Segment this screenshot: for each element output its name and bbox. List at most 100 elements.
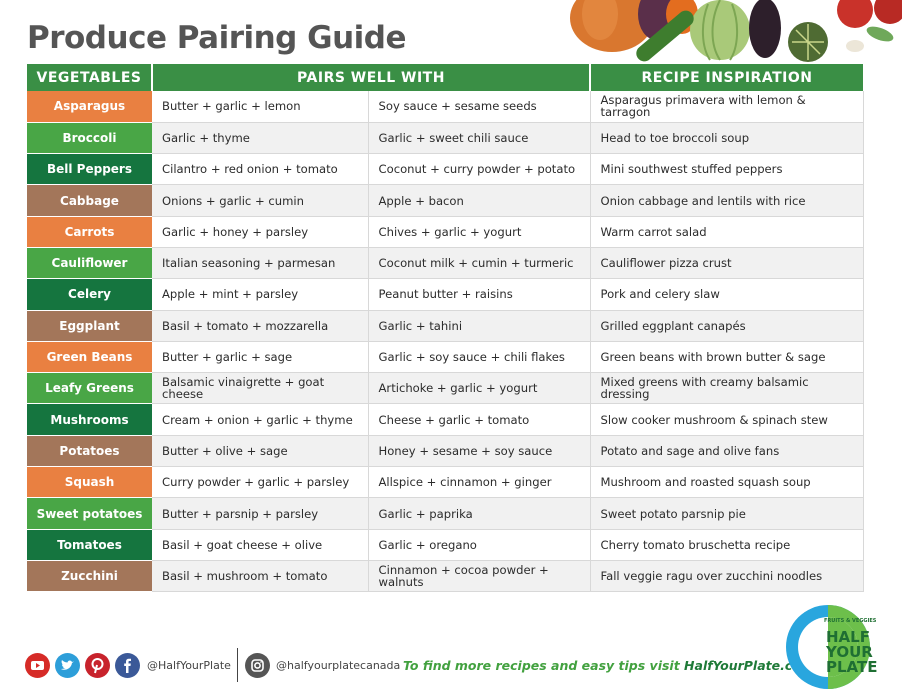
vegetable-cell: Eggplant [27, 310, 152, 342]
instagram-icon[interactable] [245, 653, 270, 678]
table-row: Leafy Greens Balsamic vinaigrette + goat … [27, 372, 864, 405]
pairing-cell-2: Garlic + soy sauce + chili flakes [368, 341, 591, 374]
logo-line1: HALF [826, 628, 870, 646]
table-row: Mushrooms Cream + onion + garlic + thyme C… [27, 403, 864, 436]
recipe-cell: Warm carrot salad [590, 216, 864, 248]
pairing-cell-2: Garlic + paprika [368, 497, 591, 530]
vegetable-cell: Squash [27, 466, 152, 499]
table-row: Green Beans Butter + garlic + sage Garlic … [27, 341, 864, 374]
pairing-cell-1: Balsamic vinaigrette + goat cheese [152, 372, 369, 405]
website-link[interactable]: HalfYourPlate.ca [684, 658, 801, 673]
table-row: Carrots Garlic + honey + parsley Chives + … [27, 216, 864, 248]
pairing-cell-1: Cream + onion + garlic + thyme [152, 403, 369, 436]
pairing-cell-2: Apple + bacon [368, 184, 591, 217]
pairing-cell-1: Butter + olive + sage [152, 435, 369, 468]
pairing-cell-1: Basil + tomato + mozzarella [152, 310, 369, 342]
table-row: Asparagus Butter + garlic + lemon Soy sauc… [27, 91, 864, 123]
vegetable-cell: Carrots [27, 216, 152, 248]
page-title: Produce Pairing Guide [27, 20, 407, 56]
pairing-cell-1: Cilantro + red onion + tomato [152, 153, 369, 186]
facebook-icon[interactable] [115, 653, 140, 678]
footer-tagline: To find more recipes and easy tips visit… [403, 658, 801, 673]
pairing-cell-1: Onions + garlic + cumin [152, 184, 369, 217]
logo-small-text: FRUITS & VEGGIES [824, 618, 877, 624]
recipe-cell: Head to toe broccoli soup [590, 122, 864, 155]
logo-line3: PLATE [826, 658, 878, 676]
vegetable-cell: Asparagus [27, 91, 152, 123]
produce-illustration [560, 0, 902, 64]
table-row: Broccoli Garlic + thyme Garlic + sweet chi… [27, 122, 864, 155]
pairing-cell-1: Butter + parsnip + parsley [152, 497, 369, 530]
table-row: Eggplant Basil + tomato + mozzarella Garli… [27, 310, 864, 342]
recipe-cell: Potato and sage and olive fans [590, 435, 864, 468]
pairing-cell-2: Coconut milk + cumin + turmeric [368, 247, 591, 280]
header-pairs: PAIRS WELL WITH [152, 64, 591, 91]
footer: @HalfYourPlate @halfyourplatecanada To f… [25, 648, 801, 684]
pairing-cell-1: Butter + garlic + sage [152, 341, 369, 374]
recipe-cell: Cauliflower pizza crust [590, 247, 864, 280]
vegetable-cell: Leafy Greens [27, 372, 152, 405]
footer-divider [237, 648, 238, 682]
table-header-row: VEGETABLES PAIRS WELL WITH RECIPE INSPIR… [27, 64, 863, 91]
pinterest-icon[interactable] [85, 653, 110, 678]
pairing-cell-1: Italian seasoning + parmesan [152, 247, 369, 280]
tagline-text: To find more recipes and easy tips visit [403, 658, 680, 673]
youtube-icon[interactable] [25, 653, 50, 678]
recipe-cell: Mushroom and roasted squash soup [590, 466, 864, 499]
recipe-cell: Mini southwest stuffed peppers [590, 153, 864, 186]
pairing-cell-1: Basil + mushroom + tomato [152, 560, 369, 593]
recipe-cell: Slow cooker mushroom & spinach stew [590, 403, 864, 436]
pairing-cell-1: Butter + garlic + lemon [152, 91, 369, 123]
vegetable-cell: Green Beans [27, 341, 152, 374]
pairing-cell-1: Basil + goat cheese + olive [152, 529, 369, 561]
logo-line2: YOUR [826, 643, 873, 661]
recipe-cell: Onion cabbage and lentils with rice [590, 184, 864, 217]
pairing-cell-2: Cinnamon + cocoa powder + walnuts [368, 560, 591, 593]
handle-main[interactable]: @HalfYourPlate [147, 659, 231, 672]
recipe-cell: Sweet potato parsnip pie [590, 497, 864, 530]
pairing-cell-1: Garlic + thyme [152, 122, 369, 155]
pairing-cell-2: Chives + garlic + yogurt [368, 216, 591, 248]
pairing-cell-2: Soy sauce + sesame seeds [368, 91, 591, 123]
recipe-cell: Green beans with brown butter & sage [590, 341, 864, 374]
pairing-table: VEGETABLES PAIRS WELL WITH RECIPE INSPIR… [27, 64, 864, 593]
table-row: Tomatoes Basil + goat cheese + olive Garli… [27, 529, 864, 561]
vegetable-cell: Mushrooms [27, 403, 152, 436]
table-row: Sweet potatoes Butter + parsnip + parsley… [27, 497, 864, 530]
header-vegetables: VEGETABLES [27, 64, 153, 91]
vegetable-cell: Cauliflower [27, 247, 152, 280]
pairing-cell-2: Honey + sesame + soy sauce [368, 435, 591, 468]
twitter-icon[interactable] [55, 653, 80, 678]
pairing-cell-2: Cheese + garlic + tomato [368, 403, 591, 436]
pairing-cell-2: Garlic + sweet chili sauce [368, 122, 591, 155]
recipe-cell: Asparagus primavera with lemon & tarrago… [590, 91, 864, 123]
pairing-cell-2: Allspice + cinnamon + ginger [368, 466, 591, 499]
vegetable-cell: Sweet potatoes [27, 497, 152, 530]
vegetable-cell: Celery [27, 278, 152, 311]
recipe-cell: Fall veggie ragu over zucchini noodles [590, 560, 864, 593]
recipe-cell: Cherry tomato bruschetta recipe [590, 529, 864, 561]
table-row: Cauliflower Italian seasoning + parmesan C… [27, 247, 864, 280]
pairing-cell-2: Garlic + tahini [368, 310, 591, 342]
vegetable-cell: Broccoli [27, 122, 152, 155]
pairing-cell-1: Garlic + honey + parsley [152, 216, 369, 248]
table-row: Zucchini Basil + mushroom + tomato Cinnamo… [27, 560, 864, 593]
handle-instagram[interactable]: @halfyourplatecanada [276, 659, 401, 672]
table-row: Bell Peppers Cilantro + red onion + tomat… [27, 153, 864, 186]
recipe-cell: Grilled eggplant canapés [590, 310, 864, 342]
table-row: Squash Curry powder + garlic + parsley All… [27, 466, 864, 499]
vegetable-cell: Cabbage [27, 184, 152, 217]
table-row: Celery Apple + mint + parsley Peanut butte… [27, 278, 864, 311]
vegetable-cell: Zucchini [27, 560, 152, 593]
vegetable-cell: Tomatoes [27, 529, 152, 561]
table-row: Cabbage Onions + garlic + cumin Apple + ba… [27, 184, 864, 217]
pairing-cell-2: Artichoke + garlic + yogurt [368, 372, 591, 405]
recipe-cell: Pork and celery slaw [590, 278, 864, 311]
header-recipe: RECIPE INSPIRATION [590, 64, 863, 91]
pairing-cell-1: Curry powder + garlic + parsley [152, 466, 369, 499]
pairing-cell-2: Peanut butter + raisins [368, 278, 591, 311]
recipe-cell: Mixed greens with creamy balsamic dressi… [590, 372, 864, 405]
vegetable-cell: Potatoes [27, 435, 152, 468]
half-your-plate-logo: FRUITS & VEGGIES HALF YOUR PLATE [780, 604, 880, 690]
table-row: Potatoes Butter + olive + sage Honey + ses… [27, 435, 864, 468]
